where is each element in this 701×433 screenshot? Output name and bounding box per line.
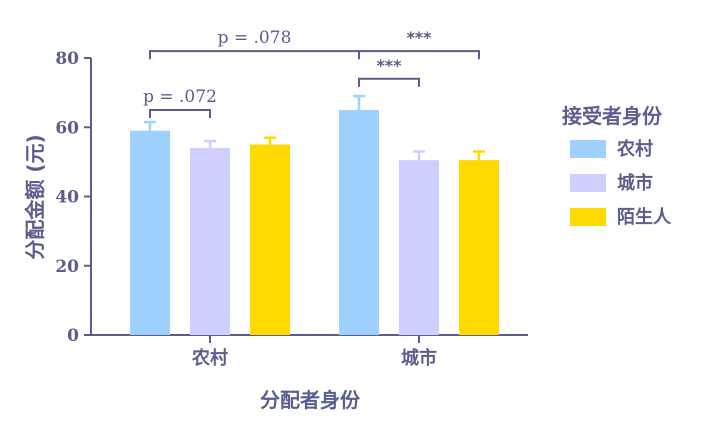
- x-axis-title: 分配者身份: [260, 388, 361, 412]
- y-axis-title: 分配金额 (元): [23, 134, 47, 259]
- significance-label: p = .078: [218, 28, 292, 48]
- legend-label: 城市: [617, 172, 653, 194]
- significance-label: ***: [406, 28, 432, 47]
- legend-swatch: [570, 174, 606, 192]
- bar: [339, 109, 379, 335]
- bar: [399, 160, 439, 335]
- y-tick-label: 60: [55, 118, 79, 138]
- legend-swatch: [570, 208, 606, 226]
- significance-bracket: [358, 50, 480, 60]
- significance-bracket: [149, 108, 211, 118]
- legend-label: 陌生人: [617, 206, 672, 228]
- legend-label: 农村: [616, 138, 653, 160]
- x-tick-label: 城市: [401, 347, 437, 369]
- bar: [459, 160, 499, 335]
- y-tick-label: 80: [55, 49, 79, 69]
- y-tick-label: 0: [67, 326, 79, 346]
- legend-title: 接受者身份: [562, 104, 663, 128]
- bar: [250, 144, 290, 335]
- bar: [130, 130, 170, 335]
- significance-label: p = .072: [143, 87, 217, 107]
- legend-swatch: [570, 140, 606, 158]
- significance-bracket: [358, 77, 420, 87]
- significance-bracket: [149, 50, 360, 60]
- y-tick-label: 20: [55, 257, 79, 277]
- significance-label: ***: [376, 56, 402, 75]
- bar: [190, 148, 230, 335]
- y-tick-label: 40: [55, 188, 79, 208]
- x-tick-label: 农村: [191, 347, 228, 369]
